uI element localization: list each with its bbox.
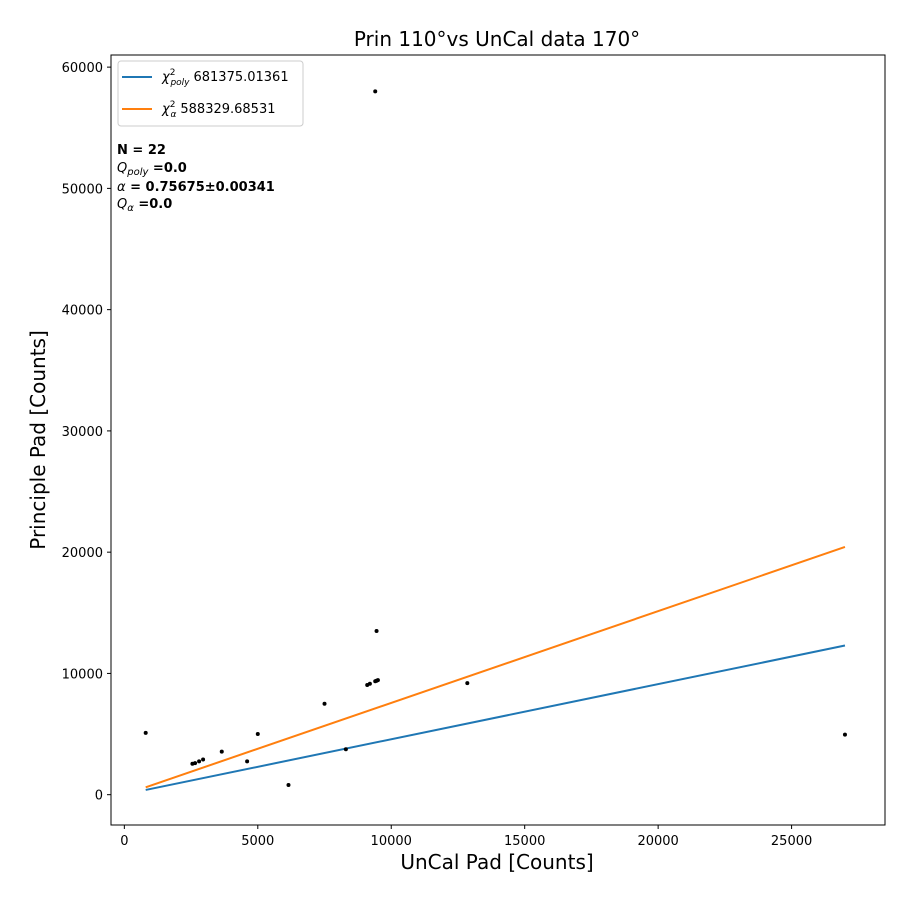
legend-alpha-value: 588329.68531 xyxy=(180,102,275,117)
alpha-value: = 0.75675±0.00341 xyxy=(126,180,275,195)
plot-area: 0 5000 10000 15000 20000 25000010000200003000… xyxy=(62,61,847,849)
data-point xyxy=(373,89,378,94)
q-poly-symbol: Q xyxy=(117,161,127,176)
y-tick-label: 40000 xyxy=(62,304,103,319)
y-axis-label: Principle Pad [Counts] xyxy=(26,330,50,550)
q-alpha-label: Qα =0.0 xyxy=(117,197,172,214)
stats-annotation: N = 22 Qpoly =0.0 α = 0.75675±0.00341 Qα… xyxy=(117,143,275,214)
y-tick-label: 30000 xyxy=(62,425,103,440)
data-point xyxy=(255,732,260,737)
data-point xyxy=(842,732,847,737)
y-tick-label: 50000 xyxy=(62,182,103,197)
legend-alpha-sup: 2 xyxy=(170,100,176,110)
x-tick-label: 20000 xyxy=(637,834,678,849)
q-alpha-value: =0.0 xyxy=(134,197,172,212)
fit-line-poly xyxy=(145,644,846,791)
legend-poly-value: 681375.01361 xyxy=(193,70,288,85)
data-point xyxy=(143,730,148,735)
y-tick-label: 60000 xyxy=(62,61,103,76)
legend-alpha-sub: α xyxy=(170,110,176,120)
legend-poly-sup: 2 xyxy=(170,68,176,78)
data-point xyxy=(219,749,224,754)
data-point xyxy=(322,701,327,706)
x-tick-label: 15000 xyxy=(504,834,545,849)
data-point xyxy=(245,759,250,764)
x-tick-label: 25000 xyxy=(771,834,812,849)
x-tick-label: 5000 xyxy=(241,834,274,849)
legend: χ2 poly 681375.01361 χ2 α 588329.68531 xyxy=(117,60,304,127)
data-point xyxy=(197,759,202,764)
y-tick-label: 10000 xyxy=(62,667,103,682)
chart-title: Prin 110°vs UnCal data 170° xyxy=(354,27,640,51)
x-tick-label: 0 xyxy=(120,834,128,849)
data-point xyxy=(375,678,380,683)
q-alpha-subscript: α xyxy=(127,203,134,214)
legend-poly-symbol: χ xyxy=(161,70,171,85)
data-point xyxy=(201,757,206,762)
data-point xyxy=(343,747,348,752)
q-alpha-symbol: Q xyxy=(117,197,127,212)
legend-box xyxy=(117,60,304,127)
q-poly-label: Qpoly =0.0 xyxy=(117,161,187,178)
q-poly-subscript: poly xyxy=(126,167,149,178)
data-point xyxy=(374,628,379,633)
axes-frame xyxy=(110,54,886,826)
data-point xyxy=(465,681,470,686)
legend-alpha-symbol: χ xyxy=(161,102,171,117)
alpha-symbol: α xyxy=(117,180,126,195)
data-point xyxy=(286,782,291,787)
data-point xyxy=(193,761,198,766)
y-tick-label: 0 xyxy=(95,789,103,804)
legend-label-poly: χ2 poly 681375.01361 xyxy=(161,68,289,88)
n-label: N = 22 xyxy=(117,143,166,158)
q-poly-value: =0.0 xyxy=(148,161,186,176)
x-tick-label: 10000 xyxy=(371,834,412,849)
data-point xyxy=(367,681,372,686)
legend-label-alpha: χ2 α 588329.68531 xyxy=(161,100,276,120)
fit-line-alpha xyxy=(145,546,846,789)
alpha-label: α = 0.75675±0.00341 xyxy=(117,180,275,195)
y-tick-label: 20000 xyxy=(62,546,103,561)
x-axis-label: UnCal Pad [Counts] xyxy=(400,850,593,874)
legend-poly-sub: poly xyxy=(169,78,190,88)
